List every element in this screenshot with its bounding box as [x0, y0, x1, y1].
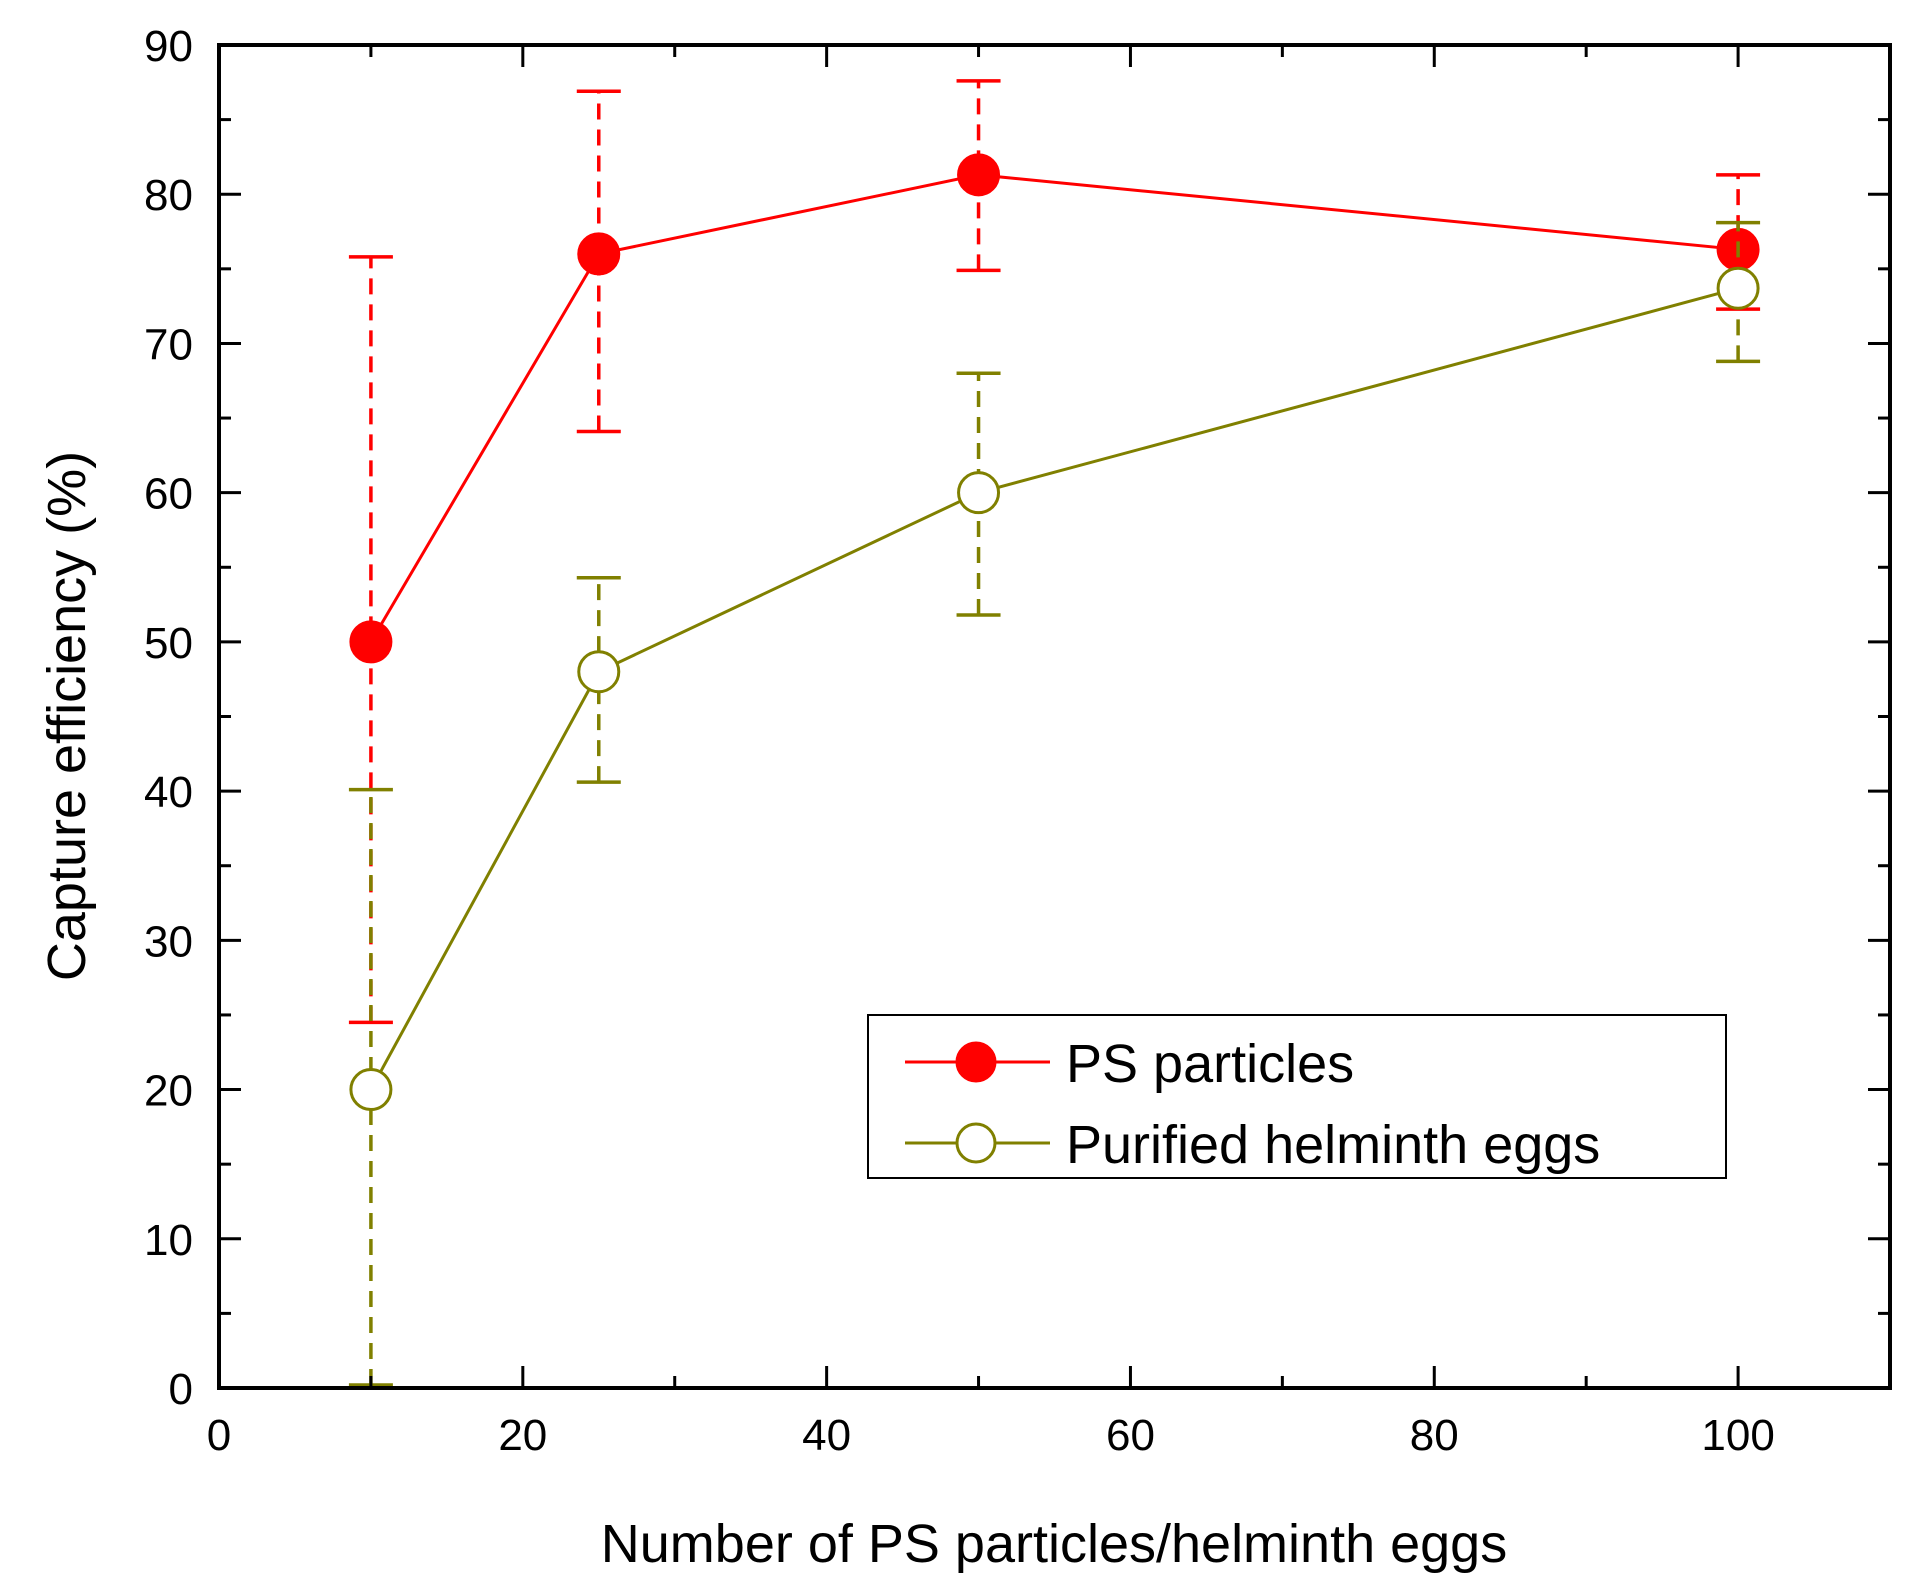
data-point	[577, 232, 621, 276]
legend-label-ps-particles: PS particles	[1066, 1034, 1354, 1094]
x-tick-label: 80	[1410, 1411, 1459, 1460]
y-tick-label: 40	[144, 768, 193, 817]
data-point	[349, 1068, 393, 1112]
x-tick-label: 60	[1106, 1411, 1155, 1460]
series-purified-helminth-eggs	[348, 220, 1761, 1387]
x-axis-title: Number of PS particles/helminth eggs	[601, 1514, 1507, 1574]
data-point	[957, 153, 1001, 197]
x-tick-label: 0	[207, 1411, 231, 1460]
legend-marker-helminth-eggs	[955, 1122, 997, 1164]
x-tick-label: 40	[802, 1411, 851, 1460]
y-tick-label: 30	[144, 917, 193, 966]
legend-label-helminth-eggs: Purified helminth eggs	[1066, 1115, 1600, 1175]
y-tick-label: 50	[144, 619, 193, 668]
data-point	[1716, 266, 1760, 310]
series-line	[369, 286, 1739, 1091]
x-tick-label: 100	[1701, 1411, 1774, 1460]
y-tick-label: 60	[144, 470, 193, 519]
data-point	[957, 471, 1001, 515]
axes-layer: 0 20 40 60 80 100 0 10 20 30 40 50 60 70 80 90	[144, 22, 1890, 1460]
series-ps-particles	[348, 79, 1761, 1025]
y-tick-label: 90	[144, 22, 193, 71]
legend-marker-ps-particles	[955, 1041, 997, 1083]
y-tick-label: 0	[169, 1365, 193, 1414]
data-point	[349, 620, 393, 664]
y-axis-title: Capture efficiency (%)	[37, 451, 97, 981]
legend: PS particles Purified helminth eggs	[867, 1014, 1727, 1179]
y-tick-label: 70	[144, 320, 193, 369]
series-line	[369, 173, 1739, 643]
legend-box	[867, 1014, 1727, 1179]
x-tick-label: 20	[498, 1411, 547, 1460]
data-point	[577, 650, 621, 694]
y-tick-label: 80	[144, 171, 193, 220]
plot-frame	[217, 43, 1892, 1390]
y-tick-label: 10	[144, 1216, 193, 1265]
y-tick-label: 20	[144, 1067, 193, 1116]
series-layer	[348, 79, 1761, 1387]
